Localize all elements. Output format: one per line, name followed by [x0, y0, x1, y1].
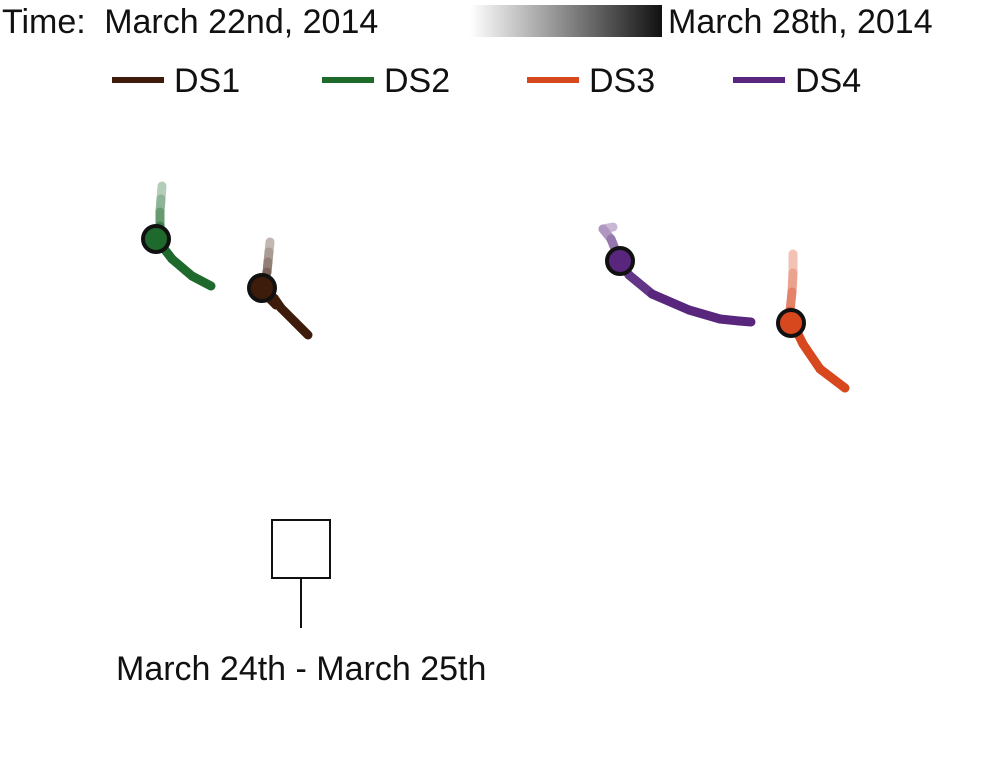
series-legend: DS1 DS2 DS3 DS4: [112, 62, 861, 100]
ds1-marker: [247, 273, 277, 303]
annotation-text: March 24th - March 25th: [116, 650, 486, 688]
plot-area: [141, 181, 850, 393]
series-ds2: [141, 181, 216, 291]
series-ds4: [598, 222, 756, 327]
ds4-segment: [624, 270, 657, 299]
series-ds1: [247, 237, 313, 340]
ds3-marker: [776, 308, 806, 338]
ds2-segment: [187, 271, 216, 291]
time-start-label: March 22nd, 2014: [104, 3, 378, 41]
annotation-box: [271, 519, 331, 579]
annotation: March 24th - March 25th: [116, 519, 486, 688]
ds4-marker: [605, 246, 635, 276]
time-legend-prefix: Time: March 22nd, 2014: [2, 3, 378, 41]
ds2-marker: [141, 224, 171, 254]
legend-label-ds1: DS1: [174, 62, 240, 100]
time-prefix-text: Time:: [2, 3, 86, 41]
ds1-segment: [290, 317, 313, 340]
ds4-segment: [647, 289, 694, 315]
series-ds3: [776, 249, 850, 393]
legend-label-ds4: DS4: [795, 62, 861, 100]
ds4-segment: [684, 305, 725, 324]
ds4-segment: [734, 316, 756, 327]
ds3-segment: [815, 364, 850, 393]
time-end-label: March 28th, 2014: [668, 3, 933, 41]
legend-label-ds2: DS2: [384, 62, 450, 100]
time-gradient-bar: [470, 5, 662, 37]
ds3-segment: [798, 339, 825, 374]
legend-label-ds3: DS3: [589, 62, 655, 100]
